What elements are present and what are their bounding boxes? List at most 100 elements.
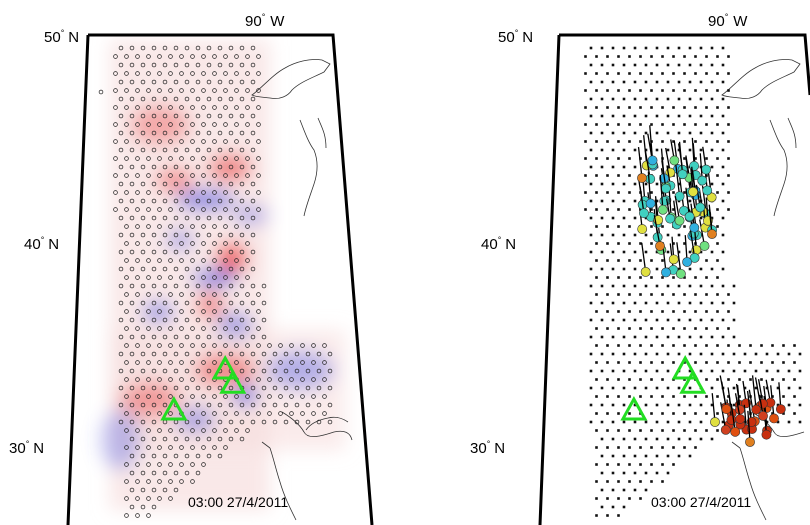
station-dot xyxy=(628,276,631,279)
vector-head xyxy=(661,267,671,278)
station-dot xyxy=(727,55,730,58)
station-circle xyxy=(162,283,168,289)
station-circle xyxy=(173,147,179,153)
station-dot xyxy=(721,369,725,373)
station-dot xyxy=(650,191,653,194)
station-dot xyxy=(650,429,653,432)
station-dot xyxy=(666,454,670,458)
station-circle xyxy=(294,368,300,374)
station-dot xyxy=(639,242,642,245)
station-dot xyxy=(595,89,598,92)
station-circle xyxy=(305,351,311,357)
station-circle xyxy=(228,317,234,323)
station-circle xyxy=(217,351,223,357)
station-circle xyxy=(201,173,206,178)
station-dot xyxy=(650,123,653,126)
station-dot xyxy=(683,412,686,415)
station-circle xyxy=(135,224,140,229)
station-circle xyxy=(146,445,151,450)
station-dot xyxy=(677,250,681,254)
station-dot xyxy=(683,157,686,160)
station-circle xyxy=(146,496,151,501)
station-circle xyxy=(239,317,245,323)
station-circle xyxy=(300,377,305,382)
station-dot xyxy=(765,386,769,390)
station-circle xyxy=(316,351,322,357)
station-dot xyxy=(589,284,593,288)
vector-head xyxy=(745,437,755,447)
anomaly-blob xyxy=(175,190,235,210)
station-circle xyxy=(135,326,140,331)
station-circle xyxy=(173,181,179,187)
station-circle xyxy=(124,139,129,144)
station-dot xyxy=(589,63,593,67)
station-circle xyxy=(245,258,250,263)
left-station-circles xyxy=(98,45,333,518)
anomaly-blob xyxy=(155,168,195,192)
station-dot xyxy=(666,250,670,254)
station-circle xyxy=(124,462,129,467)
station-circle xyxy=(118,334,124,340)
station-dot xyxy=(606,514,609,517)
station-circle xyxy=(212,71,217,76)
station-dot xyxy=(672,293,675,296)
station-dot xyxy=(688,352,692,356)
station-dot xyxy=(628,497,631,500)
station-circle xyxy=(201,54,206,59)
station-circle xyxy=(179,309,184,314)
station-circle xyxy=(305,419,311,425)
station-dot xyxy=(589,403,593,407)
station-dot xyxy=(644,80,648,84)
station-dot xyxy=(611,454,615,458)
station-circle xyxy=(135,190,140,195)
station-dot xyxy=(584,72,587,75)
station-circle xyxy=(256,173,261,178)
station-circle xyxy=(223,326,228,331)
station-circle xyxy=(261,317,267,323)
station-circle xyxy=(179,241,184,246)
station-dot xyxy=(705,157,708,160)
station-circle xyxy=(206,130,212,136)
station-circle xyxy=(124,309,129,314)
station-dot xyxy=(611,63,615,67)
station-circle xyxy=(162,62,168,68)
station-dot xyxy=(683,72,686,75)
station-dot xyxy=(600,420,604,424)
left-lat-top-label: 50° N xyxy=(44,28,79,46)
station-circle xyxy=(140,181,146,187)
right-lat-mid-label: 40° N xyxy=(481,235,516,253)
station-circle xyxy=(245,326,250,331)
left-timestamp: 03:00 27/4/2011 xyxy=(188,494,288,510)
station-dot xyxy=(710,182,714,186)
station-dot xyxy=(595,361,598,364)
station-dot xyxy=(628,259,631,262)
station-circle xyxy=(272,351,278,357)
station-circle xyxy=(146,462,151,467)
station-dot xyxy=(628,242,631,245)
station-dot xyxy=(633,63,637,67)
station-dot xyxy=(677,233,681,237)
anomaly-blob xyxy=(120,382,180,418)
station-circle xyxy=(135,309,140,314)
station-dot xyxy=(710,403,714,407)
station-dot xyxy=(589,386,593,390)
station-circle xyxy=(162,317,168,323)
station-dot xyxy=(732,335,736,339)
station-dot xyxy=(666,352,670,356)
station-circle xyxy=(168,377,173,382)
station-circle xyxy=(217,385,223,391)
station-circle xyxy=(140,368,146,374)
station-circle xyxy=(267,377,272,382)
station-dot xyxy=(606,344,609,347)
station-circle xyxy=(157,411,162,416)
station-circle xyxy=(168,360,173,365)
station-dot xyxy=(628,89,631,92)
station-circle xyxy=(239,351,245,357)
station-circle xyxy=(245,241,250,246)
station-circle xyxy=(223,445,228,450)
station-circle xyxy=(217,453,223,459)
station-dot xyxy=(650,225,653,228)
station-dot xyxy=(677,403,681,407)
station-circle xyxy=(245,139,250,144)
station-dot xyxy=(650,480,653,483)
